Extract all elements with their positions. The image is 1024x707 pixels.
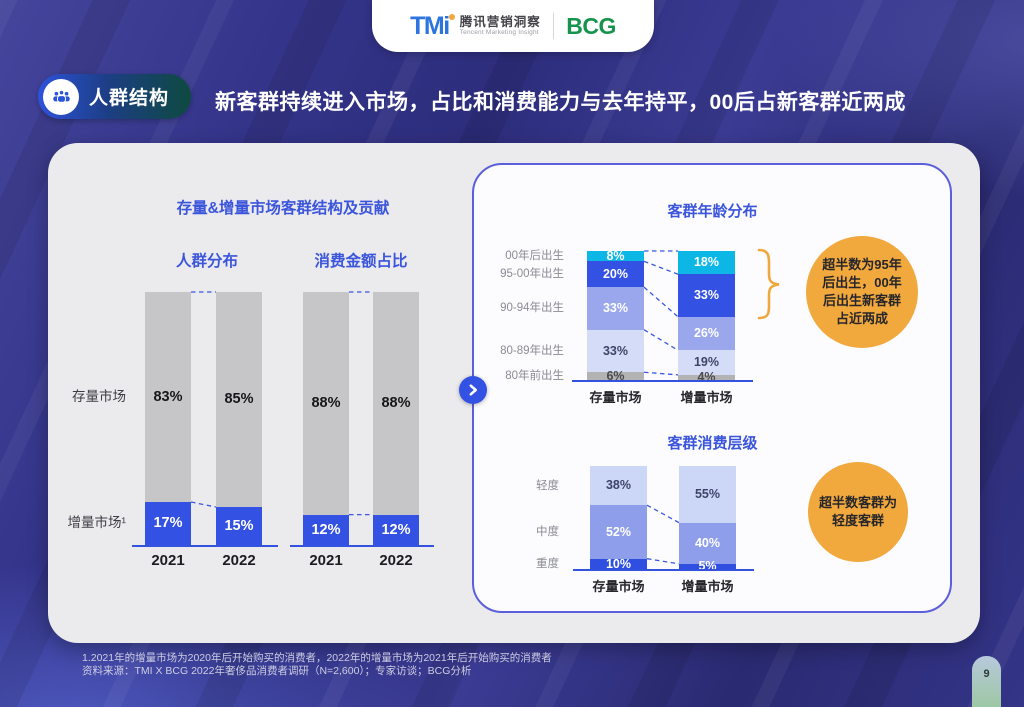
- axis-line: [290, 545, 434, 547]
- row-label: 95-00年出生: [500, 268, 564, 281]
- callout-age-insight: 超半数为95年 后出生，00年 后出生新客群 占近两成: [806, 236, 918, 348]
- row-label: 80年前出生: [505, 370, 564, 383]
- bar-segment: 38%: [590, 466, 647, 506]
- bar-segment: 40%: [679, 522, 736, 564]
- bar-segment: 15%: [216, 507, 262, 545]
- stacked-bar: 88% 12%: [303, 292, 349, 545]
- stacked-bar: 18% 33% 26% 19% 4%: [678, 251, 735, 384]
- tmi-english-name: Tencent Marketing Insight: [459, 29, 539, 36]
- footnote-source: 资料来源：TMI X BCG 2022年奢侈品消费者调研（N=2,600）；专家…: [82, 665, 472, 677]
- bar-segment: 20%: [587, 261, 644, 288]
- x-axis-label: 存量市场: [592, 579, 645, 594]
- bar-segment: 88%: [373, 292, 419, 515]
- axis-line: [132, 545, 278, 547]
- chart-title-age-distribution: 客群年龄分布: [667, 203, 758, 220]
- callout-tier-insight: 超半数客群为 轻度客群: [808, 462, 908, 562]
- row-label: 存量市场: [72, 388, 126, 404]
- tmi-wordmark: TMi: [410, 13, 455, 39]
- chart-age-distribution: 8% 20% 33% 33% 6% 存量市场 18% 33% 26% 19% 4% 增量市场 00年后出…: [500, 249, 753, 416]
- x-axis-label: 增量市场: [681, 579, 734, 594]
- row-label: 90-94年出生: [500, 302, 564, 315]
- bar-segment: 85%: [216, 292, 262, 508]
- bar-segment: 26%: [678, 316, 735, 351]
- slide-title: 新客群持续进入市场，占比和消费能力与去年持平，00后占新客群近两成: [215, 91, 906, 114]
- bar-segment: 8%: [587, 249, 644, 262]
- bar-segment: 88%: [303, 292, 349, 515]
- footnote-1: 1.2021年的增量市场为2020年后开始购买的消费者，2022年的增量市场为2…: [82, 652, 552, 664]
- chart-title-spend-share: 消费金额占比: [314, 253, 408, 270]
- logo-divider: [552, 13, 555, 39]
- bar-segment: 52%: [590, 505, 647, 559]
- section-badge-label: 人群结构: [89, 88, 170, 109]
- axis-line: [572, 380, 753, 382]
- people-group-icon: [43, 78, 79, 115]
- row-label: 00年后出生: [505, 250, 564, 263]
- x-axis-label: 增量市场: [680, 390, 733, 405]
- x-axis-label: 2021: [151, 552, 185, 569]
- chart-spend-share: 88% 12% 2021 88% 12% 2022: [290, 291, 434, 582]
- bar-segment: 33%: [587, 329, 644, 373]
- brace-annotation: [757, 248, 780, 320]
- stacked-bar: 88% 12%: [373, 292, 419, 545]
- stacked-bar: 85% 15%: [216, 292, 262, 545]
- bar-segment: 18%: [678, 251, 735, 275]
- page-number: 9: [983, 668, 990, 680]
- bar-segment: 12%: [303, 514, 349, 545]
- bar-segment: 33%: [587, 287, 644, 330]
- row-label: 80-89年出生: [500, 344, 564, 357]
- bar-segment: 12%: [373, 514, 419, 545]
- chevron-right-icon: [459, 376, 487, 404]
- logo-bar: TMi 腾讯营销洞察 Tencent Marketing Insight BCG: [372, 0, 654, 52]
- footnotes: 1.2021年的增量市场为2020年后开始购买的消费者，2022年的增量市场为2…: [82, 652, 702, 678]
- left-block-title: 存量&增量市场客群结构及贡献: [176, 200, 390, 217]
- chart-crowd-distribution: 83% 17% 2021 85% 15% 2022 存量市场增量市场¹: [68, 291, 278, 582]
- tmi-chinese-name: 腾讯营销洞察: [459, 15, 541, 29]
- bcg-logo: BCG: [566, 12, 616, 39]
- tmi-names: 腾讯营销洞察 Tencent Marketing Insight: [460, 15, 541, 37]
- x-axis-label: 存量市场: [589, 390, 642, 405]
- chart-spend-tier: 38% 52% 10% 存量市场 55% 40% 5% 增量市场 轻度中度重度: [536, 466, 754, 606]
- bar-segment: 33%: [678, 274, 735, 317]
- row-label: 重度: [536, 557, 559, 570]
- tmi-logo: TMi 腾讯营销洞察 Tencent Marketing Insight: [410, 13, 541, 39]
- axis-line: [573, 569, 754, 571]
- bar-segment: 17%: [145, 501, 191, 545]
- x-axis-label: 2022: [222, 552, 256, 569]
- row-label: 中度: [536, 525, 559, 538]
- row-label: 增量市场¹: [67, 515, 127, 531]
- bar-segment: 55%: [679, 466, 736, 523]
- bar-segment: 19%: [678, 350, 735, 375]
- section-badge: 人群结构: [38, 74, 192, 119]
- chart-title-spend-tier: 客群消费层级: [667, 435, 758, 452]
- x-axis-label: 2021: [309, 552, 343, 569]
- x-axis-label: 2022: [379, 552, 413, 569]
- stacked-bar: 8% 20% 33% 33% 6%: [587, 249, 644, 382]
- page-number-tab: 9: [972, 656, 1001, 707]
- row-label: 轻度: [536, 479, 559, 492]
- bar-segment: 83%: [145, 292, 191, 502]
- bar-segment: 10%: [590, 557, 647, 570]
- stacked-bar: 38% 52% 10%: [590, 466, 647, 570]
- stacked-bar: 55% 40% 5%: [679, 466, 736, 573]
- bar-segment: 6%: [587, 370, 644, 382]
- stacked-bar: 83% 17%: [145, 292, 191, 545]
- chart-title-crowd-distribution: 人群分布: [175, 253, 238, 270]
